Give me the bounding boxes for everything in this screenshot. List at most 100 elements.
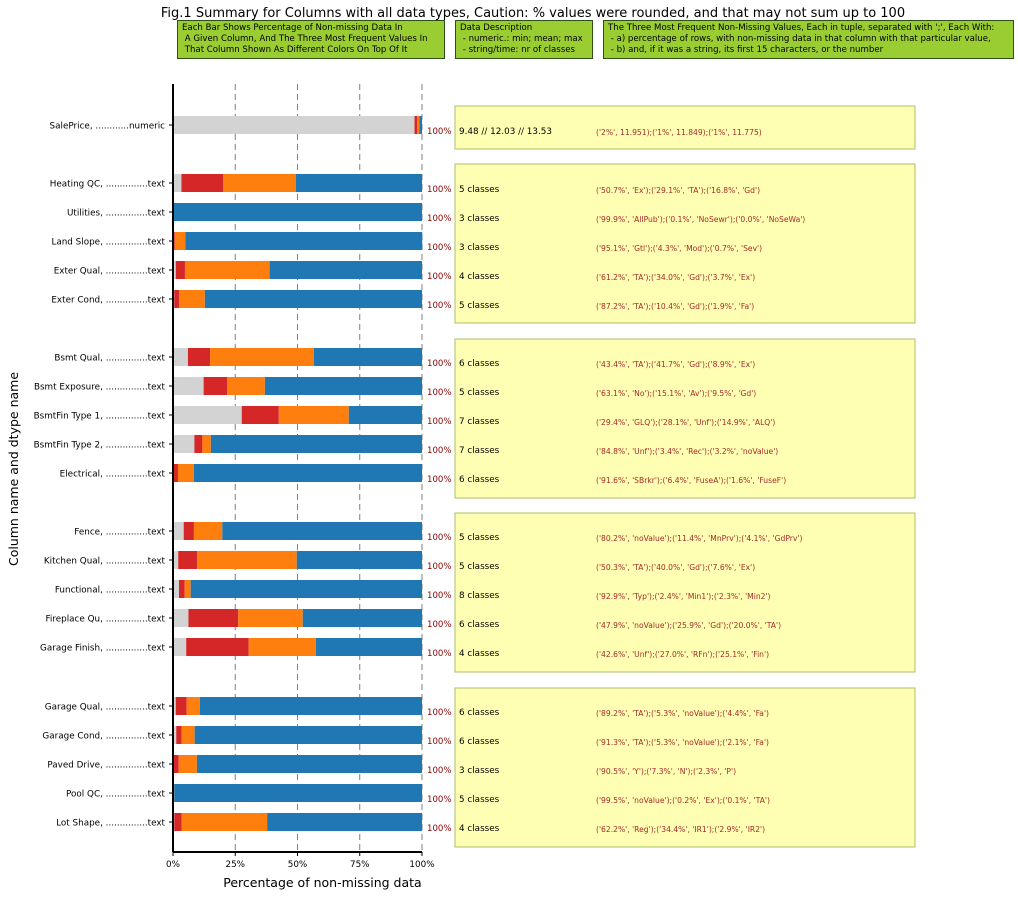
bar-second-value-segment — [278, 406, 349, 424]
bar-missing-segment — [173, 174, 182, 192]
percent-label: 100% — [427, 766, 452, 776]
y-tick-label: BsmtFin Type 2, ...............text — [34, 441, 166, 451]
percent-label: 100% — [427, 475, 452, 485]
bar-third-value-segment — [174, 813, 182, 831]
percent-label: 100% — [427, 533, 452, 543]
description-label: 4 classes — [459, 272, 500, 282]
frequent-values-label: ('43.4%', 'TA');('41.7%', 'Gd');('8.9%',… — [596, 360, 755, 369]
frequent-values-label: ('90.5%', 'Y');('7.3%', 'N');('2.3%', 'P… — [596, 767, 736, 776]
frequent-values-label: ('2%', 11.951);('1%', 11.849);('1%', 11.… — [596, 128, 762, 137]
bar-top-value-segment — [302, 609, 422, 627]
y-tick-label: Bsmt Exposure, ...............text — [34, 383, 166, 393]
bar-second-value-segment — [193, 522, 223, 540]
bar-third-value-segment — [414, 116, 418, 134]
bar-top-value-segment — [264, 377, 422, 395]
bar-top-value-segment — [174, 784, 422, 802]
percent-label: 100% — [427, 388, 452, 398]
bar-top-value-segment — [315, 638, 422, 656]
bar-second-value-segment — [238, 609, 303, 627]
info-panel — [454, 687, 916, 848]
bar-third-value-segment — [175, 697, 187, 715]
description-label: 6 classes — [459, 708, 500, 718]
bar-missing-segment — [173, 348, 188, 366]
percent-label: 100% — [427, 359, 452, 369]
percent-label: 100% — [427, 272, 452, 282]
description-label: 5 classes — [459, 795, 500, 805]
x-tick-label: 50% — [288, 860, 308, 870]
y-tick-label: Garage Qual, ...............text — [45, 703, 166, 713]
info-panel — [454, 105, 916, 150]
bar-missing-segment — [173, 726, 177, 744]
legend-note-description: Data Description - numeric.: min; mean; … — [455, 20, 593, 59]
frequent-values-label: ('84.8%', 'Unf');('3.4%', 'Rec');('3.2%'… — [596, 447, 778, 456]
bar-third-value-segment — [194, 435, 203, 453]
bar-second-value-segment — [248, 638, 316, 656]
frequent-values-label: ('50.3%', 'TA');('40.0%', 'Gd');('7.6%',… — [596, 563, 755, 572]
y-tick-label: Kitchen Qual, ...............text — [44, 557, 166, 567]
bar-top-value-segment — [190, 580, 422, 598]
bar-third-value-segment — [174, 290, 179, 308]
bar-top-value-segment — [210, 435, 422, 453]
description-label: 6 classes — [459, 475, 500, 485]
bar-missing-segment — [173, 638, 187, 656]
frequent-values-label: ('91.3%', 'TA');('5.3%', 'noValue');('2.… — [596, 738, 769, 747]
frequent-values-label: ('91.6%', 'SBrkr');('6.4%', 'FuseA');('1… — [596, 476, 786, 485]
bar-second-value-segment — [202, 435, 211, 453]
bar-third-value-segment — [183, 522, 194, 540]
bar-top-value-segment — [348, 406, 422, 424]
bar-top-value-segment — [185, 232, 423, 250]
y-tick-label: Heating QC, ...............text — [50, 180, 166, 190]
bar-second-value-segment — [184, 261, 270, 279]
percent-label: 100% — [427, 127, 452, 137]
y-tick-label: Electrical, ...............text — [60, 470, 166, 480]
bar-second-value-segment — [178, 755, 197, 773]
bar-top-value-segment — [269, 261, 422, 279]
percent-label: 100% — [427, 446, 452, 456]
bar-second-value-segment — [177, 464, 194, 482]
frequent-values-label: ('95.1%', 'Gtl');('4.3%', 'Mod');('0.7%'… — [596, 244, 762, 253]
description-label: 5 classes — [459, 185, 500, 195]
y-tick-label: Lot Shape, ...............text — [56, 819, 165, 829]
description-label: 7 classes — [459, 446, 500, 456]
y-tick-label: Garage Finish, ...............text — [40, 644, 165, 654]
percent-label: 100% — [427, 737, 452, 747]
frequent-values-label: ('89.2%', 'TA');('5.3%', 'noValue');('4.… — [596, 709, 769, 718]
frequent-values-label: ('99.9%', 'AllPub');('0.1%', 'NoSewr');(… — [596, 215, 805, 224]
bar-missing-segment — [173, 697, 176, 715]
bar-top-value-segment — [419, 116, 422, 134]
bar-top-value-segment — [313, 348, 422, 366]
y-tick-label: Functional, ...............text — [55, 586, 166, 596]
description-label: 6 classes — [459, 620, 500, 630]
bar-second-value-segment — [197, 551, 297, 569]
description-label: 5 classes — [459, 388, 500, 398]
bar-top-value-segment — [222, 522, 422, 540]
x-tick-label: 0% — [166, 860, 180, 870]
description-label: 8 classes — [459, 591, 500, 601]
x-axis-label: Percentage of non-missing data — [223, 875, 421, 890]
bar-top-value-segment — [296, 551, 422, 569]
description-label: 6 classes — [459, 359, 500, 369]
bar-top-value-segment — [173, 203, 422, 221]
frequent-values-label: ('61.2%', 'TA');('34.0%', 'Gd');('3.7%',… — [596, 273, 755, 282]
bar-top-value-segment — [267, 813, 422, 831]
frequent-values-label: ('99.5%', 'noValue');('0.2%', 'Ex');('0.… — [596, 796, 770, 805]
description-label: 5 classes — [459, 533, 500, 543]
frequent-values-label: ('92.9%', 'Typ');('2.4%', 'Min1');('2.3%… — [596, 592, 771, 601]
bar-top-value-segment — [194, 726, 422, 744]
y-tick-label: Land Slope, ...............text — [51, 238, 165, 248]
bar-second-value-segment — [181, 813, 268, 831]
bar-second-value-segment — [417, 116, 420, 134]
description-label: 9.48 // 12.03 // 13.53 — [459, 127, 552, 137]
description-label: 4 classes — [459, 824, 500, 834]
bar-missing-segment — [173, 435, 195, 453]
percent-label: 100% — [427, 591, 452, 601]
description-label: 7 classes — [459, 417, 500, 427]
y-tick-label: BsmtFin Type 1, ...............text — [34, 412, 166, 422]
legend-note-frequent: The Three Most Frequent Non-Missing Valu… — [603, 20, 1014, 59]
bar-second-value-segment — [223, 174, 296, 192]
bar-third-value-segment — [178, 551, 198, 569]
percent-label: 100% — [427, 214, 452, 224]
bar-third-value-segment — [187, 348, 211, 366]
description-label: 5 classes — [459, 562, 500, 572]
